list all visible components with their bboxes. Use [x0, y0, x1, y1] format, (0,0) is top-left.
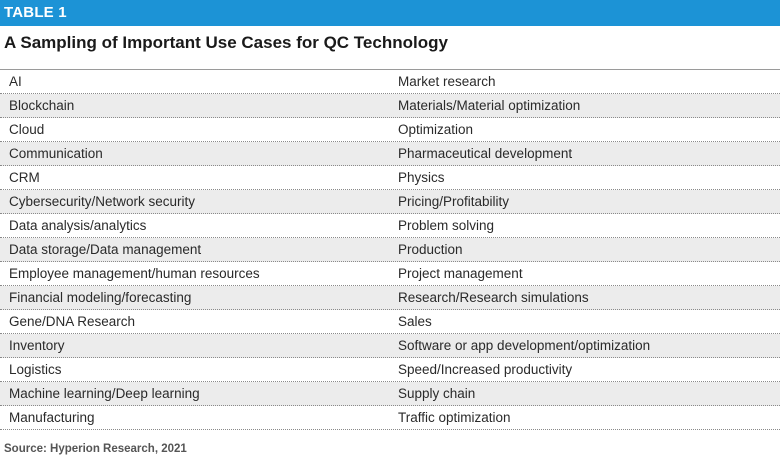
- source-note: Source: Hyperion Research, 2021: [4, 443, 187, 455]
- table-cell-left: Blockchain: [9, 98, 75, 113]
- table-row: Machine learning/Deep learning Supply cha…: [0, 382, 780, 406]
- table-cell-right: Problem solving: [398, 218, 495, 233]
- table-cell-right: Speed/Increased productivity: [398, 362, 573, 377]
- table-cell-left: Logistics: [9, 362, 62, 377]
- table-row: Logistics Speed/Increased productivity: [0, 358, 780, 382]
- table-cell-left: Machine learning/Deep learning: [9, 386, 200, 401]
- table-row: Financial modeling/forecasting Research/R…: [0, 286, 780, 310]
- table-cell-left: Financial modeling/forecasting: [9, 290, 192, 305]
- table-cell-right: Pharmaceutical development: [398, 146, 573, 161]
- use-cases-table: AI Market research Blockchain Materials/Mat…: [0, 69, 780, 430]
- table-cell-right: Optimization: [398, 122, 474, 137]
- table-label-banner: TABLE 1: [0, 0, 780, 26]
- table-row: AI Market research: [0, 70, 780, 94]
- table-cell-right: Pricing/Profitability: [398, 194, 510, 209]
- table-cell-right: Software or app development/optimization: [398, 338, 651, 353]
- table-cell-left: CRM: [9, 170, 40, 185]
- table-cell-left: AI: [9, 74, 22, 89]
- table-row: CRM Physics: [0, 166, 780, 190]
- table-cell-right: Project management: [398, 266, 523, 281]
- table-cell-left: Gene/DNA Research: [9, 314, 136, 329]
- table-cell-left: Cybersecurity/Network security: [9, 194, 196, 209]
- table-row: Data storage/Data management Production: [0, 238, 780, 262]
- table-cell-left: Manufacturing: [9, 410, 95, 425]
- table-cell-left: Employee management/human resources: [9, 266, 260, 281]
- table-row: Communication Pharmaceutical development: [0, 142, 780, 166]
- table-row: Inventory Software or app development/opt…: [0, 334, 780, 358]
- table-row: Manufacturing Traffic optimization: [0, 406, 780, 430]
- table-cell-right: Research/Research simulations: [398, 290, 589, 305]
- table-cell-right: Materials/Material optimization: [398, 98, 581, 113]
- table-cell-left: Data storage/Data management: [9, 242, 202, 257]
- table-cell-right: Production: [398, 242, 463, 257]
- table-cell-left: Communication: [9, 146, 103, 161]
- table-row: Cybersecurity/Network security Pricing/Pr…: [0, 190, 780, 214]
- table-row: Blockchain Materials/Material optimizatio…: [0, 94, 780, 118]
- table-cell-right: Traffic optimization: [398, 410, 511, 425]
- table-row: Cloud Optimization: [0, 118, 780, 142]
- table-title: A Sampling of Important Use Cases for QC…: [4, 33, 448, 52]
- table-cell-left: Data analysis/analytics: [9, 218, 147, 233]
- table-row: Employee management/human resources Proje…: [0, 262, 780, 286]
- table-cell-right: Sales: [398, 314, 432, 329]
- table-row: Gene/DNA Research Sales: [0, 310, 780, 334]
- table-cell-left: Inventory: [9, 338, 65, 353]
- table-cell-right: Physics: [398, 170, 445, 185]
- table-cell-right: Market research: [398, 74, 496, 89]
- table-cell-right: Supply chain: [398, 386, 476, 401]
- table-cell-left: Cloud: [9, 122, 45, 137]
- table-row: Data analysis/analytics Problem solving: [0, 214, 780, 238]
